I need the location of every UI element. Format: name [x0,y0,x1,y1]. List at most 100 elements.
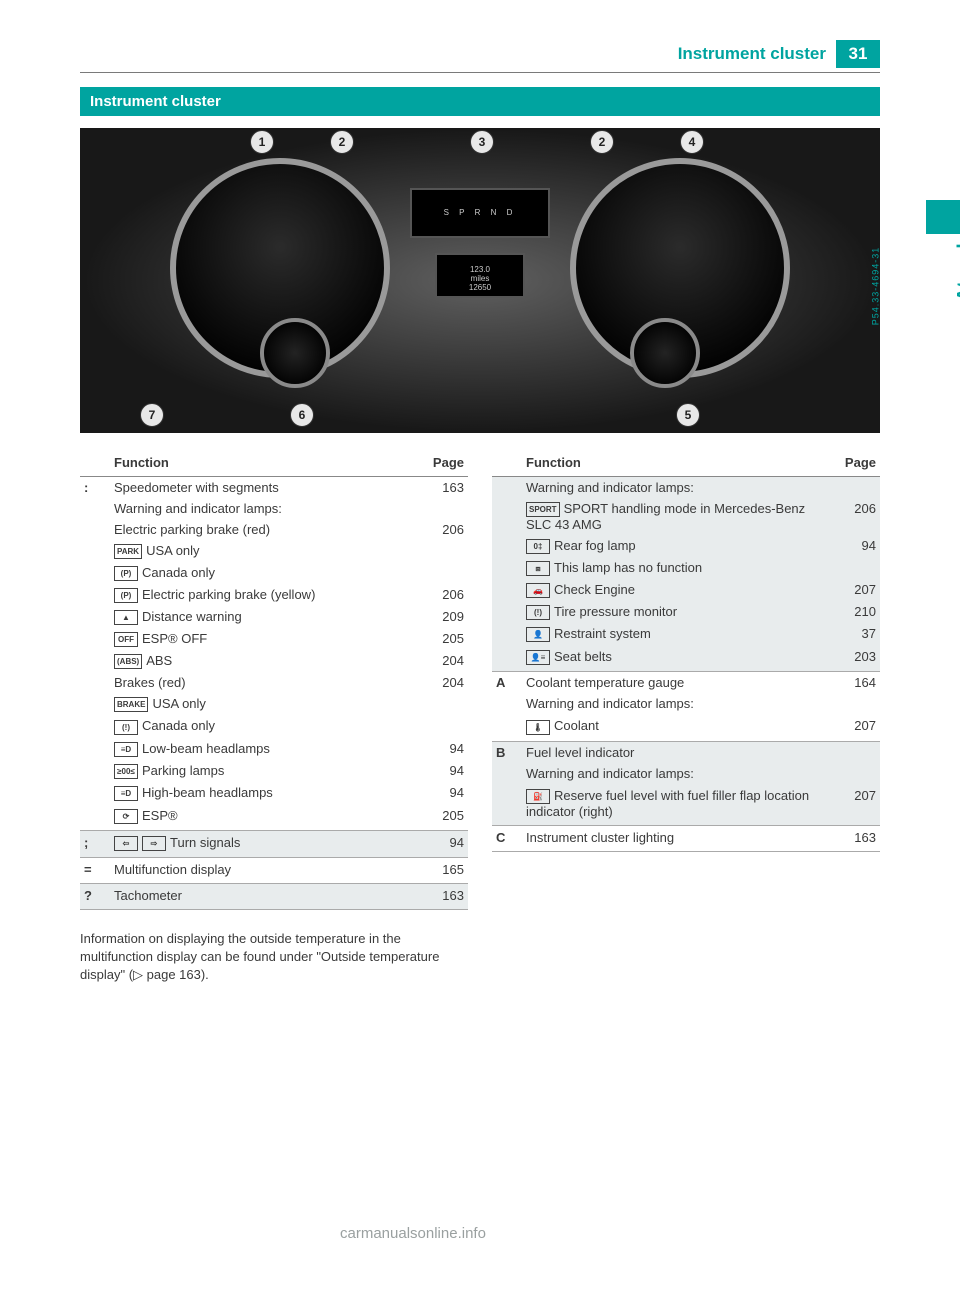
func-text: SPORT handling mode in Mercedes-Benz SLC… [526,501,805,532]
marker: A [492,672,522,694]
func-page: 94 [416,782,468,804]
marker: C [492,825,522,851]
coolant-icon: 🌡 [526,720,550,735]
func-text: Warning and indicator lamps: [110,498,416,519]
func-text: Instrument cluster lighting [522,825,828,851]
func-text: Canada only [142,565,215,580]
distance-icon: ▲ [114,610,138,625]
func-text: Tachometer [110,883,416,909]
odo-line2: miles [471,274,490,283]
func-text: Warning and indicator lamps: [522,693,828,714]
callout-6: 6 [290,403,314,427]
footer-watermark: carmanualsonline.info [340,1225,486,1242]
function-tables: Function Page : Speedometer with segment… [80,449,880,984]
brake-ca-icon: (!) [114,720,138,735]
odometer-display: 123.0 miles 12650 [435,253,525,298]
odo-line3: 12650 [469,283,491,292]
func-text: Warning and indicator lamps: [522,477,828,499]
page-number: 31 [836,40,880,68]
col-page: Page [828,449,880,477]
coolant-gauge [630,318,700,388]
callout-3: 3 [470,130,494,154]
func-text: Distance warning [142,609,242,624]
func-text: Canada only [142,718,215,733]
func-page: 163 [416,477,468,499]
brake-icon: BRAKE [114,697,148,712]
check-engine-icon: 🚗 [526,583,550,598]
func-page: 94 [828,535,880,557]
callout-1: 1 [250,130,274,154]
func-text: Speedometer with segments [110,477,416,499]
func-text: ESP® [142,808,178,823]
function-table-left: Function Page : Speedometer with segment… [80,449,468,910]
func-page: 207 [828,784,880,826]
func-text: Tire pressure monitor [554,604,677,619]
func-text: Reserve fuel level with fuel filler flap… [526,788,809,819]
rear-fog-icon: 0‡ [526,539,550,554]
func-page: 164 [828,672,880,694]
func-page: 207 [828,579,880,601]
marker: B [492,741,522,763]
func-text: Brakes (red) [110,672,416,693]
func-page: 204 [416,672,468,693]
nofunc-icon: ⧈ [526,561,550,576]
park-icon: PARK [114,544,142,559]
func-text: ESP® OFF [142,631,207,646]
func-text: Coolant [554,718,599,733]
callout-2: 2 [330,130,354,154]
esp-icon: ⟳ [114,809,138,824]
callout-7: 7 [140,403,164,427]
func-text: Turn signals [170,835,240,850]
func-page: 210 [828,601,880,623]
func-text: Multifunction display [110,857,416,883]
p-icon: (P) [114,588,138,603]
func-page: 206 [416,519,468,540]
callout-2b: 2 [590,130,614,154]
seatbelt-icon: 👤≡ [526,650,550,665]
func-page: 163 [416,883,468,909]
func-text: USA only [152,696,205,711]
lowbeam-icon: ≡D [114,742,138,757]
callout-4: 4 [680,130,704,154]
func-page: 94 [416,738,468,760]
func-text: Check Engine [554,582,635,597]
header-title: Instrument cluster [678,44,826,64]
func-text: Warning and indicator lamps: [522,763,828,784]
highbeam-icon: ≡D [114,786,138,801]
func-page: 207 [828,714,880,741]
turn-left-icon: ⇦ [114,836,138,851]
marker: : [80,477,110,499]
func-page: 165 [416,857,468,883]
func-text: Parking lamps [142,763,224,778]
gear-display: S P R N D [410,188,550,238]
side-tab-label: At a glance [954,200,960,301]
func-text: Fuel level indicator [522,741,828,763]
marker: = [80,857,110,883]
restraint-icon: 👤 [526,627,550,642]
func-text: ABS [146,653,172,668]
func-page: 204 [416,650,468,672]
odo-line1: 123.0 [470,265,490,274]
func-text: Seat belts [554,649,612,664]
col-marker [492,449,522,477]
func-text: Electric parking brake (yellow) [142,587,315,602]
marker: ? [80,883,110,909]
esp-off-icon: OFF [114,632,138,647]
col-function: Function [110,449,416,477]
func-page: 203 [828,645,880,672]
right-column: Function Page Warning and indicator lamp… [492,449,880,984]
func-text: This lamp has no function [554,560,702,575]
marker: ; [80,830,110,857]
func-text: Low-beam headlamps [142,741,270,756]
col-function: Function [522,449,828,477]
page-header: Instrument cluster 31 [80,40,880,72]
func-text: Coolant temperature gauge [522,672,828,694]
instrument-cluster-image: S P R N D 123.0 miles 12650 1 2 3 2 4 5 … [80,128,880,433]
callout-5: 5 [676,403,700,427]
header-divider [80,72,880,73]
func-page: 206 [416,584,468,606]
func-text: USA only [146,543,199,558]
p-icon: (P) [114,566,138,581]
abs-icon: (ABS) [114,654,142,669]
left-column: Function Page : Speedometer with segment… [80,449,468,984]
